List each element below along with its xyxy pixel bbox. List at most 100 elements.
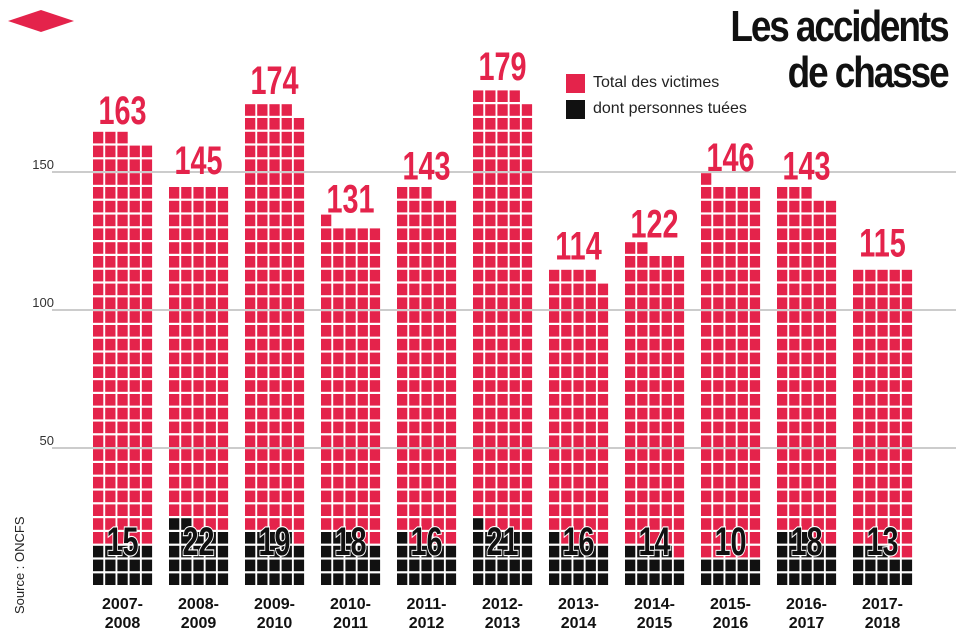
victim-square [369,283,381,296]
victim-square [749,449,761,461]
victim-square [865,380,876,392]
victim-square [713,518,724,530]
victim-square [521,476,533,489]
victim-square [473,131,484,144]
victim-square [281,435,292,447]
victim-square [825,490,837,503]
victim-square [169,228,180,240]
victim-square [865,366,876,378]
victim-square [701,366,712,378]
victim-square [409,311,420,323]
victim-square [93,463,104,475]
victim-square [193,435,204,447]
victim-square [649,256,660,268]
victim-square [397,325,408,337]
victim-square [141,435,153,447]
victim-square [169,311,180,323]
victim-square [725,311,736,323]
victim-square [181,325,192,337]
victim-square [637,504,648,516]
victim-square [813,380,824,392]
victim-square [585,490,596,503]
victim-square [473,394,484,406]
victim-square [117,200,128,213]
victim-square [789,463,800,475]
victim-square [865,311,876,323]
victim-square [713,449,724,461]
victim-square [889,380,900,392]
killed-square [181,532,192,544]
victim-square [485,407,496,420]
chart-title: Les accidents de chasse [730,2,950,96]
victim-square [257,214,268,227]
victim-square [509,256,520,268]
victim-square [485,131,496,144]
killed-square [257,573,268,585]
victim-square [637,311,648,323]
victim-square [409,490,420,503]
killed-square [865,545,876,558]
victim-square [737,449,748,461]
victim-square [281,476,292,489]
victim-square [181,366,192,378]
victim-square [877,269,888,282]
victim-square [749,200,761,213]
victim-square [521,242,533,254]
victim-square [105,187,116,199]
victim-square [661,504,672,516]
victim-square [901,366,913,378]
victim-square [801,449,812,461]
victim-square [293,242,305,254]
victim-square [701,421,712,434]
victim-square [345,380,356,392]
victim-square [217,435,229,447]
victim-square [521,283,533,296]
victim-square [333,421,344,434]
victim-square [509,380,520,392]
victim-square [777,283,788,296]
victim-square [117,131,128,144]
victim-square [217,504,229,516]
victim-square [473,256,484,268]
victim-square [509,435,520,447]
victim-square [889,518,900,530]
victim-square [777,518,788,530]
total-value-label: 145 [174,138,222,183]
victim-square [737,518,748,530]
legend-label-total: Total des victimes [593,74,720,91]
victim-square [357,366,368,378]
victim-square [409,228,420,240]
victim-square [129,311,140,323]
victim-square [93,283,104,296]
victim-square [649,394,660,406]
victim-square [257,283,268,296]
victim-square [293,283,305,296]
victim-square [369,532,381,544]
victim-square [369,407,381,420]
victim-square [561,435,572,447]
victim-square [245,407,256,420]
victim-square [169,394,180,406]
victim-square [877,407,888,420]
victim-square [433,394,444,406]
victim-square [637,435,648,447]
victim-square [257,407,268,420]
victim-square [105,532,116,544]
victim-square [105,145,116,158]
victim-square [597,394,609,406]
victim-square [169,449,180,461]
victim-square [245,325,256,337]
bars [93,90,913,585]
victim-square [93,200,104,213]
victim-square [561,476,572,489]
x-tick-label-end: 2013 [485,615,521,632]
killed-square [169,559,180,572]
victim-square [625,421,636,434]
victim-square [853,504,864,516]
victim-square [409,407,420,420]
victim-square [333,269,344,282]
victim-square [257,463,268,475]
victim-square [293,421,305,434]
title-line-1: Les accidents [730,2,950,51]
victim-square [181,435,192,447]
